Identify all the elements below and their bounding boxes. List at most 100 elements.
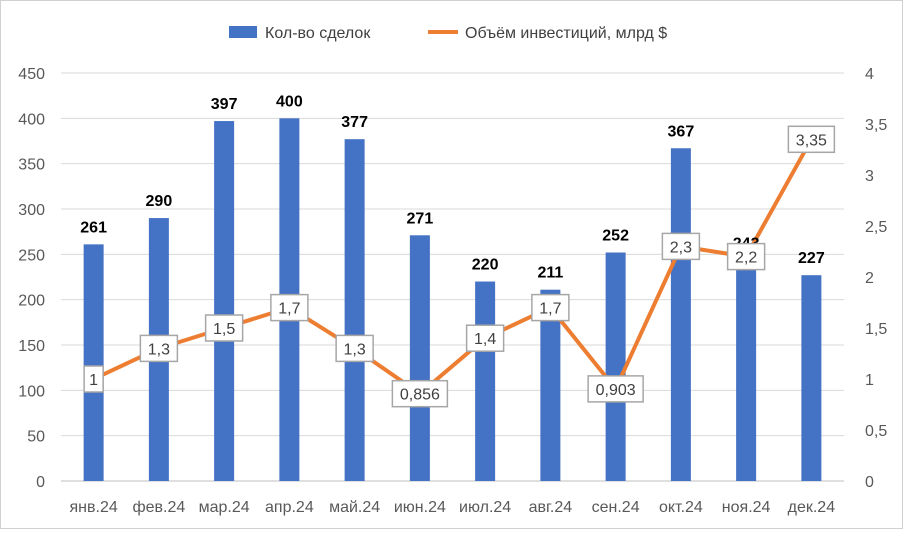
bar bbox=[409, 235, 430, 481]
x-tick-label: окт.24 bbox=[659, 499, 703, 516]
label-box bbox=[787, 125, 836, 154]
x-tick-label: июн.24 bbox=[394, 499, 446, 516]
x-tick-label: фев.24 bbox=[132, 499, 185, 516]
x-tick-label: ноя.24 bbox=[722, 499, 771, 516]
x-tick-label: апр.24 bbox=[265, 499, 314, 516]
line-value-label: 1,7 bbox=[278, 301, 300, 318]
bar bbox=[736, 260, 757, 481]
bar-value-label: 220 bbox=[472, 257, 499, 274]
right-tick-label: 1,5 bbox=[865, 321, 887, 338]
bar-value-label: 367 bbox=[668, 123, 695, 140]
bar-data-labels: 261290397400377271220211252367243227 bbox=[80, 93, 825, 281]
line-value-label: 1,5 bbox=[213, 321, 235, 338]
bar bbox=[605, 252, 626, 481]
right-tick-label: 0 bbox=[865, 474, 874, 491]
legend-label-investment: Объём инвестиций, млрд $ bbox=[465, 25, 667, 42]
left-tick-label: 200 bbox=[18, 293, 45, 310]
legend-label-deals: Кол-во сделок bbox=[265, 25, 371, 42]
left-tick-label: 400 bbox=[18, 111, 45, 128]
x-tick-label: мар.24 bbox=[199, 499, 250, 516]
line-value-label-box: 1 bbox=[83, 365, 104, 393]
x-tick-label: авг.24 bbox=[529, 499, 573, 516]
right-tick-label: 1 bbox=[865, 372, 874, 389]
right-tick-label: 4 bbox=[865, 66, 874, 83]
right-tick-label: 2 bbox=[865, 270, 874, 287]
x-tick-label: сен.24 bbox=[592, 499, 640, 516]
bar bbox=[344, 139, 365, 482]
bar bbox=[214, 121, 235, 481]
left-axis: 0 50 100 150 200 250 300 350 400 450 bbox=[18, 66, 45, 491]
x-tick-label: дек.24 bbox=[788, 499, 836, 516]
label-box bbox=[270, 293, 309, 322]
bar-value-label: 290 bbox=[146, 193, 173, 210]
right-axis: 0 0,5 1 1,5 2 2,5 3 3,5 4 bbox=[865, 66, 887, 491]
bar-value-label: 252 bbox=[602, 228, 629, 245]
bar bbox=[83, 244, 104, 481]
label-box bbox=[587, 375, 644, 403]
bar bbox=[540, 289, 561, 481]
bar-series bbox=[83, 118, 822, 482]
left-tick-label: 450 bbox=[18, 66, 45, 83]
x-tick-label: июл.24 bbox=[459, 499, 511, 516]
label-box bbox=[391, 379, 449, 408]
left-tick-label: 250 bbox=[18, 247, 45, 264]
line-value-label: 0,903 bbox=[596, 382, 636, 399]
line-value-label-box: 1,7 bbox=[270, 293, 309, 322]
x-axis: янв.24 фев.24 мар.24 апр.24 май.24 июн.24 июл.… bbox=[70, 499, 836, 516]
bar-value-label: 211 bbox=[537, 265, 563, 282]
line-value-label: 1,7 bbox=[539, 301, 561, 318]
bar bbox=[801, 275, 822, 481]
right-tick-label: 3 bbox=[865, 168, 874, 185]
label-box bbox=[83, 365, 104, 393]
line-value-label: 3,35 bbox=[796, 132, 827, 149]
line-value-label: 1,3 bbox=[344, 341, 366, 358]
line-value-label-box: 3,35 bbox=[787, 125, 836, 154]
line-path bbox=[91, 137, 814, 396]
legend: Кол-во сделок Объём инвестиций, млрд $ bbox=[229, 25, 667, 42]
line-value-label: 1 bbox=[89, 372, 98, 389]
line-value-label-box: 1,5 bbox=[204, 314, 244, 342]
line-value-label: 1,3 bbox=[148, 341, 170, 358]
legend-swatch-deals bbox=[229, 26, 257, 38]
line-data-labels: 1 1,3 1,5 1,7 1,3 0,856 1,4 1,7 0,903 2,3 2,2 3,35 bbox=[83, 125, 836, 408]
left-tick-label: 100 bbox=[18, 383, 45, 400]
line-series bbox=[91, 137, 814, 396]
bar-value-label: 271 bbox=[407, 210, 434, 227]
line-value-label-box: 1,3 bbox=[335, 334, 374, 363]
left-tick-label: 0 bbox=[36, 474, 45, 491]
line-value-label-box: 1,3 bbox=[139, 334, 179, 363]
line-value-label-box: 1,4 bbox=[465, 324, 505, 352]
bar bbox=[670, 148, 691, 481]
left-tick-label: 350 bbox=[18, 157, 45, 174]
line-value-label-box: 0,903 bbox=[587, 375, 644, 403]
bar-value-label: 397 bbox=[211, 96, 238, 113]
label-box bbox=[139, 334, 179, 363]
line-value-label: 0,856 bbox=[400, 387, 440, 404]
label-box bbox=[531, 293, 570, 322]
line-value-label: 1,4 bbox=[474, 331, 496, 348]
label-box bbox=[726, 242, 766, 271]
right-tick-label: 2,5 bbox=[865, 219, 887, 236]
bar-value-label: 400 bbox=[276, 93, 303, 110]
x-tick-label: май.24 bbox=[329, 499, 380, 516]
bar-value-label: 227 bbox=[798, 250, 825, 267]
line-value-label-box: 2,3 bbox=[661, 232, 701, 261]
bar-value-label: 377 bbox=[341, 114, 368, 131]
label-box bbox=[661, 232, 701, 261]
label-box bbox=[204, 314, 244, 342]
left-tick-label: 50 bbox=[27, 429, 45, 446]
bar-value-label: 261 bbox=[80, 219, 107, 236]
right-tick-label: 3,5 bbox=[865, 117, 887, 134]
line-value-label: 2,2 bbox=[735, 250, 757, 267]
line-value-label-box: 0,856 bbox=[391, 379, 449, 408]
left-tick-label: 300 bbox=[18, 202, 45, 219]
gridlines bbox=[61, 72, 844, 482]
label-box bbox=[335, 334, 374, 363]
x-tick-label: янв.24 bbox=[70, 499, 118, 516]
line-value-label: 2,3 bbox=[670, 239, 692, 256]
bar bbox=[475, 281, 496, 481]
line-value-label-box: 1,7 bbox=[531, 293, 570, 322]
right-tick-label: 0,5 bbox=[865, 423, 887, 440]
